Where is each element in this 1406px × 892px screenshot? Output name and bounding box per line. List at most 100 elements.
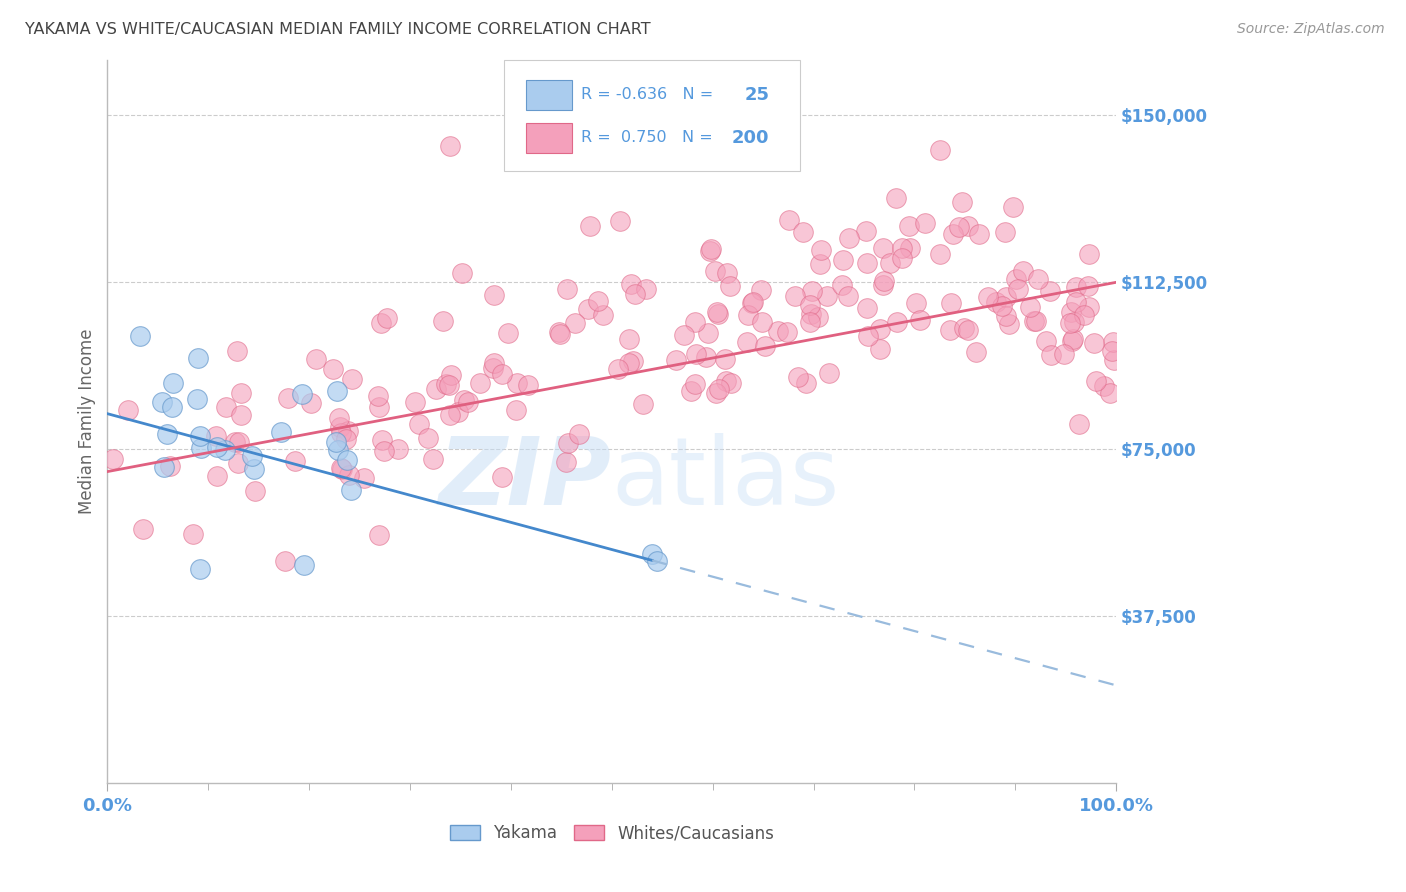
Point xyxy=(787,369,810,384)
Point xyxy=(914,216,936,230)
Point xyxy=(1005,271,1028,285)
Point xyxy=(1064,280,1087,294)
Point xyxy=(942,227,965,241)
Point xyxy=(1026,272,1049,286)
Point xyxy=(117,403,139,417)
Point xyxy=(831,252,853,267)
Point xyxy=(371,434,394,448)
Point xyxy=(470,376,492,390)
Point xyxy=(704,385,727,400)
Point xyxy=(808,257,831,271)
Point xyxy=(807,310,830,324)
Point xyxy=(665,353,688,368)
Point xyxy=(953,320,976,334)
Point xyxy=(800,284,823,298)
Point xyxy=(741,295,763,310)
Point xyxy=(948,219,970,234)
Point xyxy=(994,225,1017,239)
Point xyxy=(368,400,391,414)
Point xyxy=(183,527,205,541)
Point xyxy=(749,283,772,297)
Point xyxy=(1092,378,1115,392)
Point xyxy=(607,362,630,376)
Point xyxy=(994,290,1017,304)
Point xyxy=(1052,347,1074,361)
Point xyxy=(1002,200,1025,214)
Point xyxy=(856,256,879,270)
Point xyxy=(898,241,921,255)
Text: YAKAMA VS WHITE/CAUCASIAN MEDIAN FAMILY INCOME CORRELATION CHART: YAKAMA VS WHITE/CAUCASIAN MEDIAN FAMILY … xyxy=(25,22,651,37)
Point xyxy=(886,315,908,329)
Point xyxy=(619,277,641,291)
Point xyxy=(1102,334,1125,349)
Point xyxy=(609,214,631,228)
Point xyxy=(713,352,735,367)
Point xyxy=(799,315,821,329)
Point xyxy=(754,339,776,353)
Point xyxy=(408,417,430,431)
Point xyxy=(995,309,1018,323)
Point xyxy=(818,366,841,380)
Point xyxy=(1101,343,1123,358)
Point xyxy=(1078,300,1101,314)
Point xyxy=(432,314,454,328)
Point xyxy=(336,425,359,439)
Point xyxy=(1099,385,1122,400)
Point xyxy=(1062,332,1084,346)
Point xyxy=(1084,374,1107,388)
Point xyxy=(873,275,896,289)
Text: 25: 25 xyxy=(745,86,769,103)
Point xyxy=(965,345,987,359)
Point xyxy=(1040,348,1063,362)
Point xyxy=(224,435,246,450)
Point xyxy=(967,227,990,241)
Point xyxy=(1059,316,1081,330)
Point xyxy=(457,395,479,409)
Point xyxy=(159,458,181,473)
Point xyxy=(325,434,347,449)
Point xyxy=(838,231,860,245)
Point xyxy=(190,442,212,456)
Point xyxy=(188,428,211,442)
Point xyxy=(929,246,952,260)
Point xyxy=(856,329,879,343)
Point xyxy=(697,326,720,340)
Point xyxy=(1035,334,1057,348)
Point xyxy=(328,411,350,425)
Text: ZIP: ZIP xyxy=(439,434,612,525)
Point xyxy=(1025,313,1047,327)
Point xyxy=(335,432,357,446)
Point xyxy=(336,452,359,467)
Point xyxy=(578,301,600,316)
Point xyxy=(617,332,640,346)
Point xyxy=(329,420,352,434)
Point xyxy=(685,347,707,361)
Point xyxy=(557,436,579,450)
Point xyxy=(641,547,664,561)
Point xyxy=(815,289,838,303)
Point xyxy=(869,343,891,357)
Point xyxy=(1102,353,1125,368)
Point xyxy=(491,470,513,484)
Text: R =  0.750   N =: R = 0.750 N = xyxy=(582,130,718,145)
Point xyxy=(568,427,591,442)
Point xyxy=(277,391,299,405)
Point xyxy=(228,435,250,450)
Point xyxy=(368,528,391,542)
Point xyxy=(187,351,209,366)
Point xyxy=(891,241,914,255)
Point xyxy=(984,295,1007,310)
Point xyxy=(162,376,184,391)
Point xyxy=(450,266,472,280)
Point xyxy=(491,368,513,382)
Point xyxy=(1077,279,1099,293)
Point xyxy=(228,456,250,470)
Point xyxy=(434,377,457,392)
Point xyxy=(1060,305,1083,319)
Point xyxy=(330,426,353,441)
Point xyxy=(700,242,723,256)
Point xyxy=(929,143,952,157)
Point xyxy=(1062,334,1084,349)
Point xyxy=(330,462,353,476)
Point xyxy=(482,360,505,375)
